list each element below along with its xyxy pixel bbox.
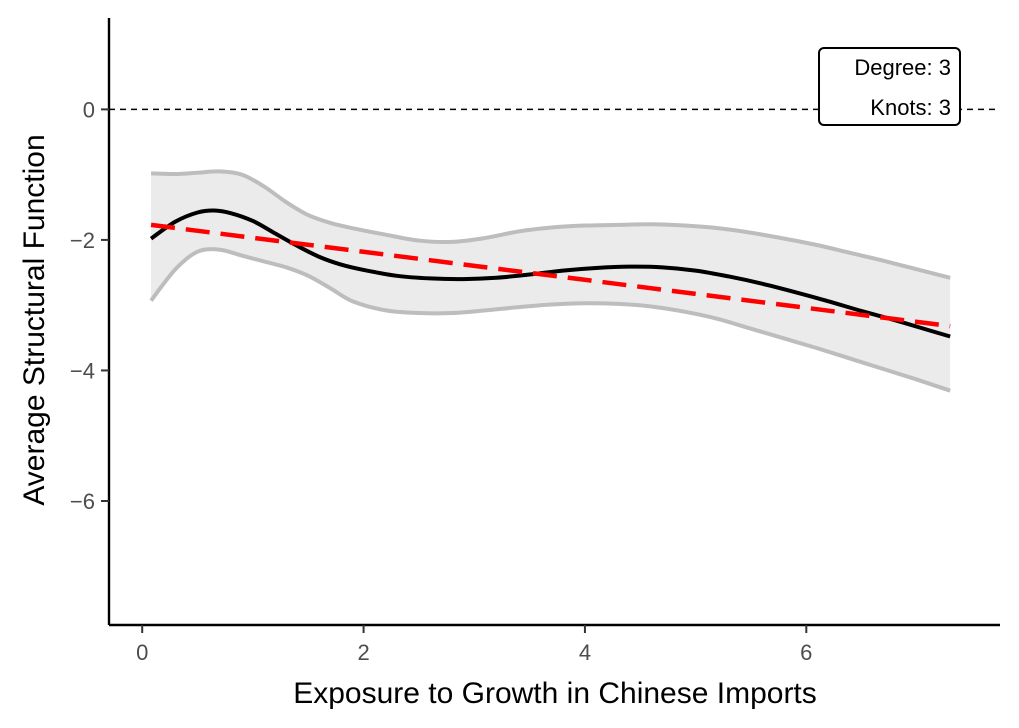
confidence-band-lower [149, 247, 951, 393]
y-axis-title: Average Structural Function [18, 134, 51, 505]
annotation-degree: Degree: 3 [854, 55, 951, 80]
y-tick-label: −4 [70, 358, 95, 383]
series-line-black [149, 208, 951, 339]
x-ticks: 0 2 4 6 [136, 625, 812, 665]
y-tick-label: 0 [83, 97, 95, 122]
y-tick-label: −6 [70, 489, 95, 514]
annotation-border [818, 47, 961, 126]
series-line-red-dashed [150, 222, 951, 329]
x-axis-title: Exposure to Growth in Chinese Imports [293, 677, 817, 710]
confidence-band-upper [151, 169, 951, 280]
x-tick-label: 4 [579, 640, 591, 665]
x-tick-label: 6 [800, 640, 812, 665]
annotation-knots: Knots: 3 [870, 95, 951, 120]
confidence-band-fill [151, 171, 951, 391]
x-tick-label: 0 [136, 640, 148, 665]
x-tick-label: 2 [357, 640, 369, 665]
plot-area [109, 108, 1000, 393]
y-tick-label: −2 [70, 228, 95, 253]
axes [107, 18, 1000, 627]
annotation-box: Degree: 3 Knots: 3 [818, 47, 961, 126]
y-ticks: 0 −2 −4 −6 [70, 97, 109, 514]
